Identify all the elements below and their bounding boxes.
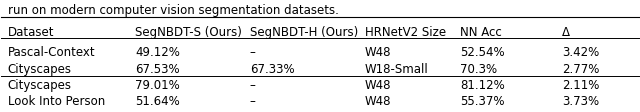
- Text: run on modern computer vision segmentation datasets.: run on modern computer vision segmentati…: [8, 4, 339, 17]
- Text: 52.54%: 52.54%: [460, 46, 505, 59]
- Text: 2.11%: 2.11%: [562, 79, 600, 92]
- Text: NN Acc: NN Acc: [460, 26, 502, 39]
- Text: –: –: [250, 95, 256, 108]
- Text: Cityscapes: Cityscapes: [8, 62, 72, 75]
- Text: 55.37%: 55.37%: [460, 95, 505, 108]
- Text: 70.3%: 70.3%: [460, 62, 497, 75]
- Text: Δ: Δ: [562, 26, 570, 39]
- Text: Look Into Person: Look Into Person: [8, 95, 105, 108]
- Text: W18-Small: W18-Small: [365, 62, 428, 75]
- Text: 49.12%: 49.12%: [135, 46, 180, 59]
- Text: 81.12%: 81.12%: [460, 79, 505, 92]
- Text: 2.77%: 2.77%: [562, 62, 600, 75]
- Text: W48: W48: [365, 46, 391, 59]
- Text: SegNBDT-S (Ours): SegNBDT-S (Ours): [135, 26, 242, 39]
- Text: –: –: [250, 79, 256, 92]
- Text: HRNetV2 Size: HRNetV2 Size: [365, 26, 445, 39]
- Text: –: –: [250, 46, 256, 59]
- Text: 3.73%: 3.73%: [562, 95, 599, 108]
- Text: 3.42%: 3.42%: [562, 46, 600, 59]
- Text: Pascal-Context: Pascal-Context: [8, 46, 95, 59]
- Text: W48: W48: [365, 95, 391, 108]
- Text: 51.64%: 51.64%: [135, 95, 180, 108]
- Text: W48: W48: [365, 79, 391, 92]
- Text: SegNBDT-H (Ours): SegNBDT-H (Ours): [250, 26, 358, 39]
- Text: Dataset: Dataset: [8, 26, 54, 39]
- Text: 67.33%: 67.33%: [250, 62, 294, 75]
- Text: Cityscapes: Cityscapes: [8, 79, 72, 92]
- Text: 67.53%: 67.53%: [135, 62, 180, 75]
- Text: 79.01%: 79.01%: [135, 79, 180, 92]
